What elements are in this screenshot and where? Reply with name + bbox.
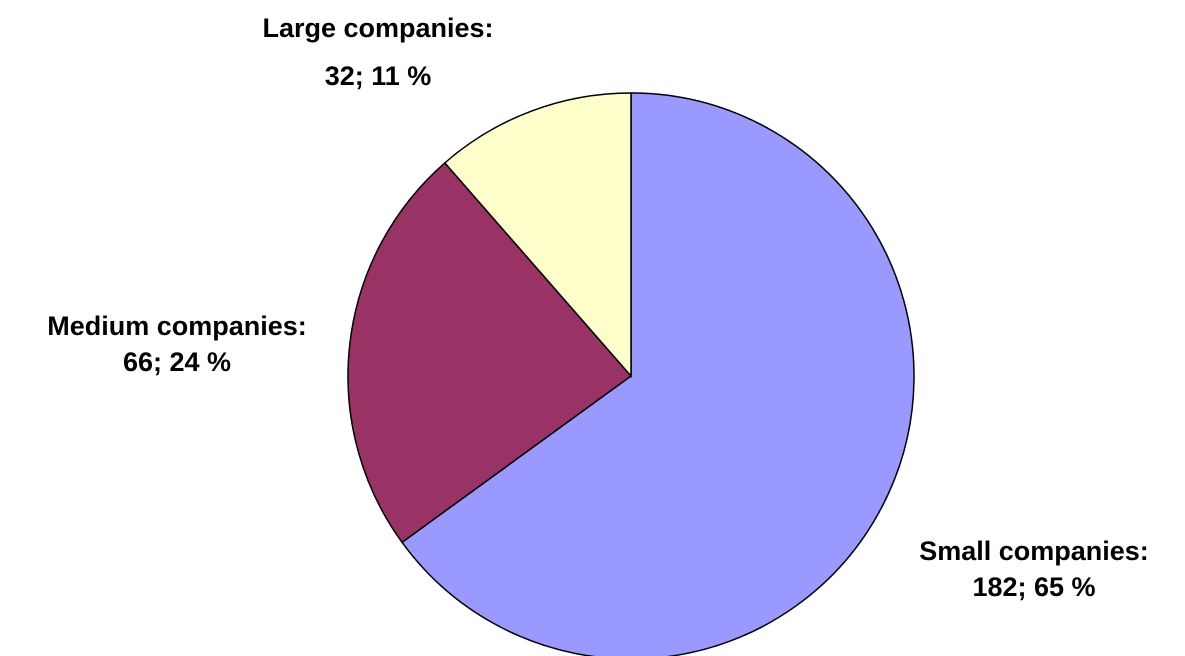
pie-slice-small-companies <box>401 92 915 656</box>
pie-label-small-companies-value: 182; 65 % <box>972 572 1095 602</box>
pie-label-medium-companies-name: Medium companies: <box>47 311 307 341</box>
pie-labels: Small companies: 182; 65 % Medium companie… <box>47 13 1149 602</box>
pie-slice-large-companies <box>443 92 632 378</box>
pie-label-medium-companies-value: 66; 24 % <box>123 347 231 377</box>
pie-label-large-companies-value: 32; 11 % <box>325 61 432 91</box>
pie-label-small-companies-name: Small companies: <box>919 536 1149 566</box>
pie-slices <box>347 92 915 656</box>
pie-slice-medium-companies <box>347 161 633 544</box>
pie-label-large-companies-name: Large companies: <box>262 13 493 43</box>
